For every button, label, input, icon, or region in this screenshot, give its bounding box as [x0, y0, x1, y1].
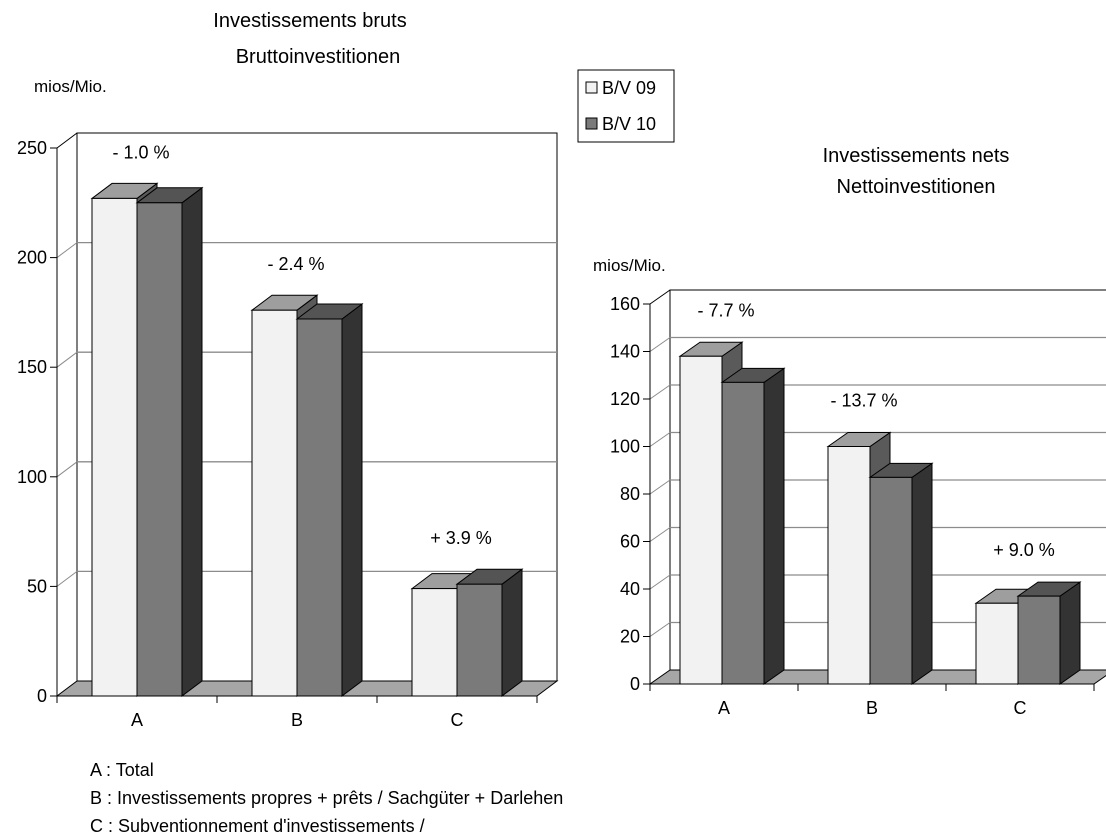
chart2-side-top-edge — [649, 289, 671, 305]
chart1-y-tick-label: 250 — [17, 138, 47, 158]
chart2-change-label-c: + 9.0 % — [993, 540, 1055, 560]
chart1-y-tick-label: 50 — [27, 576, 47, 596]
chart1-y-tick-label: 150 — [17, 357, 47, 377]
chart2-y-tick-label: 80 — [620, 484, 640, 504]
chart2-bar-b-bv10-side — [911, 462, 933, 685]
chart1-gridline-side — [56, 351, 78, 368]
chart2-y-tick-label: 20 — [620, 627, 640, 647]
chart2-y-tick-label: 160 — [610, 294, 640, 314]
chart2-x-label-b: B — [866, 698, 878, 718]
chart2-bar-a-bv09 — [679, 355, 723, 685]
chart1-bar-a-bv10 — [136, 202, 183, 697]
chart1-title-line2: Bruttoinvestitionen — [236, 46, 401, 68]
chart2-bar-a-bv10-side — [763, 367, 785, 685]
legend-swatch-bv10 — [585, 117, 598, 130]
chart2-y-tick-label: 100 — [610, 437, 640, 457]
chart1-y-unit-label: mios/Mio. — [34, 77, 107, 96]
chart2-y-tick-label: 0 — [630, 674, 640, 694]
chart2-bar-c-bv10-side — [1059, 581, 1081, 685]
chart2-gridline-side — [649, 432, 671, 447]
chart1-gridline-side — [56, 461, 78, 478]
chart1-gridline-side — [56, 571, 78, 587]
chart1-change-label-b: - 2.4 % — [267, 254, 324, 274]
chart1-change-label-a: - 1.0 % — [112, 142, 169, 162]
chart1-x-label-b: B — [291, 710, 303, 730]
chart1-bar-a-bv09 — [91, 197, 138, 697]
chart1-bar-a-bv10-side — [181, 186, 203, 697]
chart2-x-label-c: C — [1014, 698, 1027, 718]
note-b: B : Investissements propres + prêts / Sa… — [90, 788, 563, 808]
chart2-y-tick-label: 40 — [620, 579, 640, 599]
chart2-title-line2: Nettoinvestitionen — [837, 176, 996, 198]
legend-label-bv09: B/V 09 — [602, 78, 656, 98]
note-a: A : Total — [90, 760, 154, 780]
legend: B/V 09 B/V 10 — [577, 69, 675, 143]
chart2-bar-c-bv10 — [1017, 595, 1061, 685]
chart2-y-unit-label: mios/Mio. — [593, 256, 666, 275]
chart1-x-label-a: A — [131, 710, 143, 730]
chart1-title-line1: Investissements bruts — [213, 10, 406, 32]
chart2-y-tick-label: 60 — [620, 532, 640, 552]
chart1-bar-c-bv10-side — [501, 568, 523, 697]
chart2-gridline-side — [649, 622, 671, 637]
legend-swatch-bv09 — [585, 81, 598, 94]
chart2-bar-c-bv09 — [975, 602, 1019, 685]
chart2-change-label-a: - 7.7 % — [697, 300, 754, 320]
chart2-gridline-side — [649, 479, 671, 495]
chart1-y-tick-label: 100 — [17, 467, 47, 487]
chart2-y-tick-label: 120 — [610, 389, 640, 409]
chart1-bar-b-bv10 — [296, 318, 343, 697]
chart2-plot: 0 20 40 60 80 100 120 140 160 A - 7.7 % B - 13.7 % C +… — [610, 289, 1106, 718]
chart1-y-tick-label: 0 — [37, 686, 47, 706]
chart2-y-tick-label: 140 — [610, 342, 640, 362]
legend-label-bv10: B/V 10 — [602, 114, 656, 134]
chart2-bar-b-bv10 — [869, 476, 913, 685]
chart1-bar-b-bv10-side — [341, 302, 363, 697]
chart2-change-label-b: - 13.7 % — [830, 391, 897, 411]
note-c: C : Subventionnement d'investissements / — [90, 816, 425, 836]
chart1-bar-c-bv10 — [456, 583, 503, 697]
chart2-bar-b-bv09 — [827, 446, 871, 685]
chart1-side-top-edge — [56, 132, 78, 149]
chart2-gridline-side — [649, 384, 671, 400]
chart1-bar-b-bv09 — [251, 309, 298, 697]
chart1-bar-c-bv09 — [411, 588, 458, 697]
chart2-gridline-side — [649, 337, 671, 352]
chart1-plot: 0 50 100 150 200 250 A - 1.0 % B - 2.4 % C + 3.9 % — [17, 132, 559, 730]
chart2-title-line1: Investissements nets — [823, 145, 1010, 167]
chart2-gridline-side — [649, 527, 671, 542]
chart1-gridline-side — [56, 242, 78, 259]
chart1-x-label-c: C — [451, 710, 464, 730]
chart2-gridline-side — [649, 574, 671, 590]
chart1-change-label-c: + 3.9 % — [430, 528, 492, 548]
chart2-x-label-a: A — [718, 698, 730, 718]
chart1-y-tick-label: 200 — [17, 248, 47, 268]
chart2-bar-a-bv10 — [721, 381, 765, 685]
